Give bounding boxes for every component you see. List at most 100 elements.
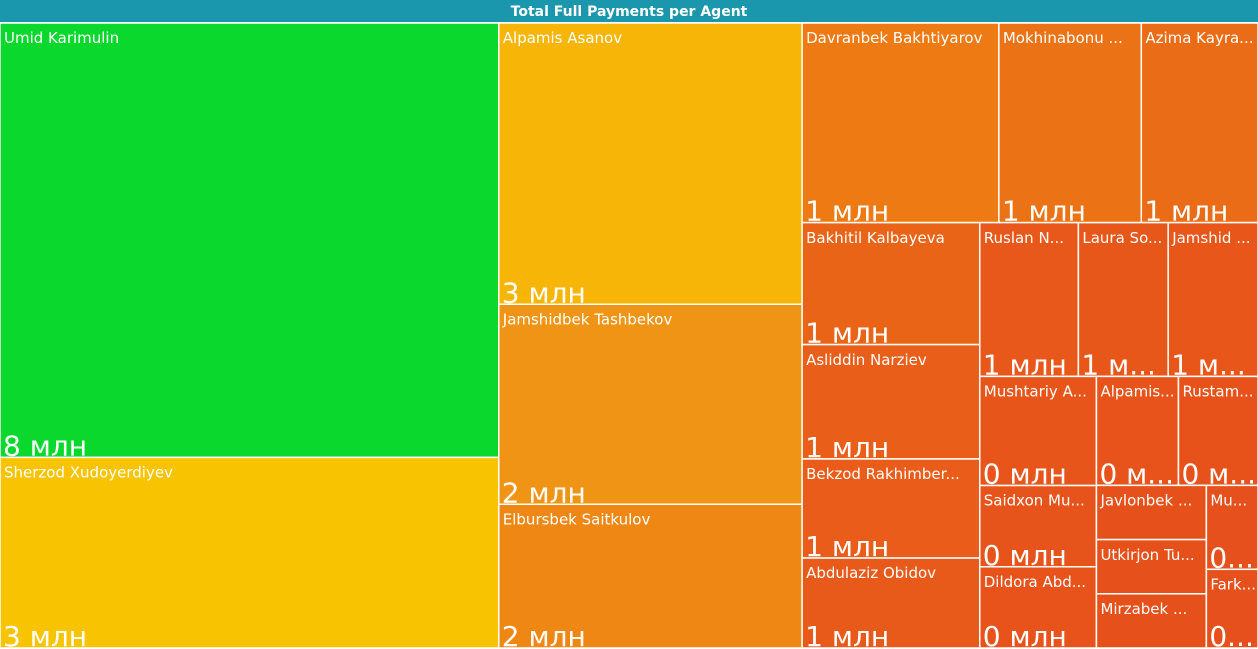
tile-labels: Sherzod Xudoyerdiyev 3 млн — [3, 464, 173, 649]
tile-name: Mirzabek ... — [1100, 600, 1187, 618]
tile-rect — [979, 375, 1098, 487]
tile-value: 1 млн — [805, 317, 889, 350]
tile-value: 0... — [1209, 541, 1254, 574]
tile-labels: Ruslan N... 1 млн — [983, 229, 1067, 381]
tile-value: 1 млн — [1144, 195, 1228, 228]
tile: Saidxon Mu... 0 млн — [979, 484, 1098, 568]
tile: Ruslan N... 1 млн — [979, 221, 1080, 381]
tile-name: Elbursbek Saitkulov — [503, 510, 651, 528]
tile-name: Umid Karimulin — [4, 29, 119, 47]
tile-value: 3 млн — [3, 620, 87, 649]
tile-labels: Dildora Abd... 0 млн — [983, 573, 1086, 649]
tile: Sherzod Xudoyerdiyev 3 млн — [0, 456, 500, 649]
tile-value: 1 млн — [1002, 195, 1086, 228]
tile-rect — [998, 22, 1143, 224]
tile-name: Rustam... — [1182, 383, 1253, 401]
tile-value: 0 млн — [983, 620, 1067, 649]
tile-value: 1 млн — [805, 431, 889, 464]
tile: Dildora Abd... 0 млн — [979, 566, 1098, 649]
tile-name: Sherzod Xudoyerdiyev — [4, 464, 173, 482]
tile-labels: Jamshid ... 1 м... — [1171, 229, 1250, 381]
tile-name: Saidxon Mu... — [984, 492, 1085, 510]
tile: Abdulaziz Obidov 1 млн — [801, 557, 981, 649]
tile: Alpamis... 0 м... — [1095, 375, 1180, 487]
tile-value: 0 м... — [1181, 457, 1256, 490]
tile-value: 1 млн — [983, 348, 1067, 381]
tile-name: Utkirjon Tu... — [1100, 546, 1194, 564]
tile-name: Laura So... — [1082, 229, 1162, 247]
tile: Elbursbek Saitkulov 2 млн — [498, 503, 803, 649]
tile-labels: Elbursbek Saitkulov 2 млн — [502, 510, 651, 649]
tile-labels: Umid Karimulin 8 млн — [3, 29, 119, 462]
tile: Mu... 0... — [1205, 484, 1258, 574]
tile-labels: Alpamis... 0 м... — [1099, 383, 1174, 486]
tile-name: Javlonbek ... — [1099, 492, 1192, 510]
tile-value: 1 м... — [1171, 348, 1246, 381]
tile-labels: Javlonbek ... — [1099, 492, 1192, 510]
tile-value: 8 млн — [3, 429, 87, 462]
tile-name: Asliddin Narziev — [806, 351, 927, 369]
tile-labels: Azima Kayra... 1 млн — [1144, 29, 1253, 228]
tile-rect — [1205, 484, 1258, 571]
tile-rect — [1167, 221, 1258, 378]
tile-value: 2 млн — [502, 620, 586, 649]
tile-rect — [801, 22, 1000, 224]
tile-labels: Fark... 0... — [1209, 576, 1256, 649]
tile-value: 2 млн — [502, 476, 586, 509]
tile: Jamshid ... 1 м... — [1167, 221, 1258, 381]
tile-rect — [1205, 568, 1258, 649]
tile-value: 3 млн — [502, 276, 586, 309]
tile-name: Davranbek Bakhtiyarov — [806, 29, 982, 47]
tile-name: Dildora Abd... — [984, 573, 1086, 591]
tile-value: 1 м... — [1081, 348, 1156, 381]
treemap: Umid Karimulin 8 млн Sherzod Xudoyerdiyev 3… — [0, 22, 1258, 649]
tile-name: Jamshid ... — [1171, 229, 1250, 247]
tile: Utkirjon Tu... — [1095, 538, 1208, 595]
tile-labels: Jamshidbek Tashbekov 2 млн — [502, 310, 673, 509]
tile: Mokhinabonu ... 1 млн — [998, 22, 1143, 228]
tile: Jamshidbek Tashbekov 2 млн — [498, 303, 803, 509]
tile-rect — [801, 221, 981, 346]
tile-value: 1 млн — [805, 530, 889, 563]
tile: Mirzabek ... — [1095, 593, 1208, 649]
tile-labels: Mokhinabonu ... 1 млн — [1002, 29, 1123, 228]
tile-name: Alpamis... — [1100, 383, 1174, 401]
title-bar — [0, 0, 1258, 22]
tile: Mushtariy A... 0 млн — [979, 375, 1098, 491]
tile-value: 0 млн — [983, 458, 1067, 491]
tile-labels: Rustam... 0 м... — [1181, 383, 1256, 490]
tile-labels: Mushtariy A... 0 млн — [983, 383, 1087, 491]
tile-rect — [0, 22, 500, 459]
tile: Bakhitil Kalbayeva 1 млн — [801, 221, 981, 350]
tile-name: Ruslan N... — [984, 229, 1064, 247]
tile-rect — [1177, 375, 1258, 487]
tile: Bekzod Rakhimber... 1 млн — [801, 458, 981, 563]
tile-labels: Asliddin Narziev 1 млн — [805, 351, 927, 464]
tile-labels: Davranbek Bakhtiyarov 1 млн — [805, 29, 982, 222]
tile: Rustam... 0 м... — [1177, 375, 1258, 490]
tile-name: Abdulaziz Obidov — [806, 564, 936, 582]
tile-labels: Mirzabek ... — [1100, 600, 1187, 618]
tile: Asliddin Narziev 1 млн — [801, 343, 981, 464]
tile-labels: Laura So... 1 м... — [1081, 229, 1162, 381]
tile: Javlonbek ... — [1095, 484, 1208, 541]
tile-rect — [0, 456, 500, 649]
tile: Laura So... 1 м... — [1077, 221, 1169, 381]
tile: Davranbek Bakhtiyarov 1 млн — [801, 22, 1000, 224]
tile: Fark... 0... — [1205, 568, 1258, 649]
tile-name: Mokhinabonu ... — [1003, 29, 1123, 47]
tile-value: 0... — [1209, 620, 1254, 649]
tile-name: Mu... — [1210, 492, 1247, 510]
tile-name: Bakhitil Kalbayeva — [806, 229, 945, 247]
tile-rect — [498, 503, 803, 649]
tile-name: Azima Kayra... — [1145, 29, 1253, 47]
tile-rect — [801, 458, 981, 559]
tile-rect — [498, 22, 803, 305]
tile-value: 1 млн — [805, 620, 889, 649]
tile: Azima Kayra... 1 млн — [1140, 22, 1258, 228]
tile-labels: Bakhitil Kalbayeva 1 млн — [805, 229, 945, 350]
tile: Umid Karimulin 8 млн — [0, 22, 500, 462]
tile-labels: Utkirjon Tu... — [1100, 546, 1194, 564]
tile-labels: Mu... 0... — [1209, 492, 1254, 574]
